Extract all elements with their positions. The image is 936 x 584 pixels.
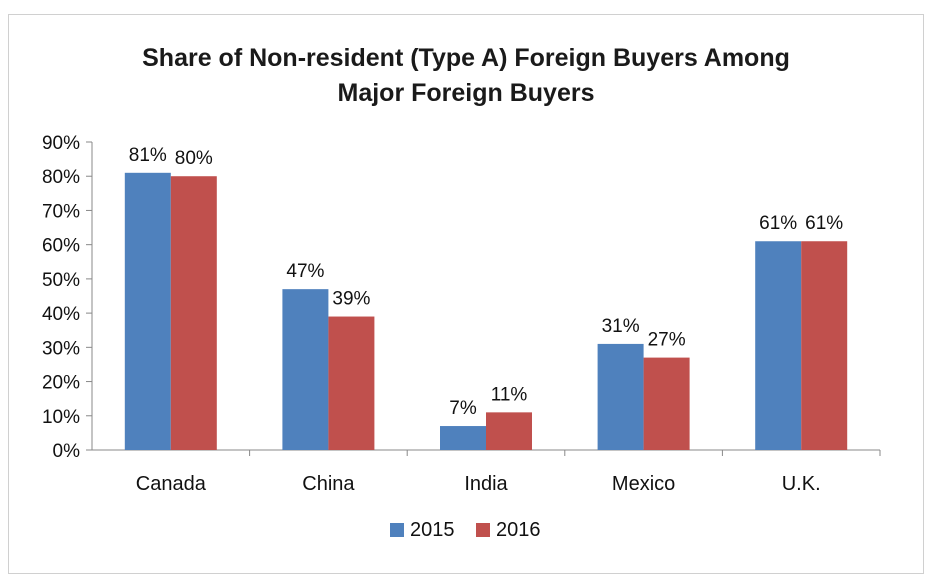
bar-2015-uk bbox=[755, 241, 802, 450]
bar-2016-uk bbox=[801, 241, 848, 450]
y-tick-label: 70% bbox=[42, 201, 80, 222]
y-tick-label: 10% bbox=[42, 407, 80, 428]
data-label: 27% bbox=[648, 330, 686, 351]
legend-swatch-2015 bbox=[390, 523, 404, 537]
data-label: 39% bbox=[332, 289, 370, 310]
x-tick-label: U.K. bbox=[782, 473, 821, 495]
legend-swatch-2016 bbox=[476, 523, 490, 537]
x-tick-label: Mexico bbox=[612, 473, 675, 495]
chart-axes: 0% 10% 20% 30% 40% 50% 60% 70% 80% 90% Canada China… bbox=[42, 133, 881, 495]
data-label: 47% bbox=[286, 261, 324, 282]
data-label: 61% bbox=[759, 213, 797, 234]
y-tick-label: 20% bbox=[42, 373, 80, 394]
bar-2016-canada bbox=[170, 176, 217, 450]
y-tick-label: 80% bbox=[42, 167, 80, 188]
data-label: 7% bbox=[449, 398, 477, 419]
y-tick-label: 50% bbox=[42, 270, 80, 291]
chart-legend: 2015 2016 bbox=[390, 519, 541, 541]
chart-title-line-2: Major Foreign Buyers bbox=[338, 79, 595, 107]
chart-title-line-1: Share of Non-resident (Type A) Foreign B… bbox=[142, 44, 790, 72]
bar-2016-mexico bbox=[643, 357, 690, 450]
data-label: 80% bbox=[175, 148, 213, 169]
y-tick-label: 90% bbox=[42, 133, 80, 154]
legend-label-2016: 2016 bbox=[496, 519, 541, 541]
data-label: 81% bbox=[129, 145, 167, 166]
x-tick-label: Canada bbox=[136, 473, 207, 495]
x-tick-label: China bbox=[302, 473, 355, 495]
legend-label-2015: 2015 bbox=[410, 519, 455, 541]
data-label: 31% bbox=[602, 316, 640, 337]
chart-data-labels: 81% 80% 47% 39% 7% 11% 31% 27% 61% 61% bbox=[129, 145, 844, 419]
y-tick-label: 60% bbox=[42, 236, 80, 257]
chart-bars bbox=[124, 172, 848, 451]
x-tick-label: India bbox=[464, 473, 508, 495]
data-label: 61% bbox=[805, 213, 843, 234]
y-tick-label: 30% bbox=[42, 338, 80, 359]
bar-2016-india bbox=[486, 412, 532, 450]
data-label: 11% bbox=[491, 384, 528, 405]
bar-2015-mexico bbox=[597, 343, 644, 450]
y-tick-label: 0% bbox=[53, 441, 81, 462]
bar-2016-china bbox=[328, 316, 375, 450]
bar-2015-canada bbox=[124, 172, 171, 451]
y-tick-label: 40% bbox=[42, 304, 80, 325]
bar-2015-china bbox=[282, 289, 329, 450]
bar-2015-india bbox=[440, 426, 486, 450]
